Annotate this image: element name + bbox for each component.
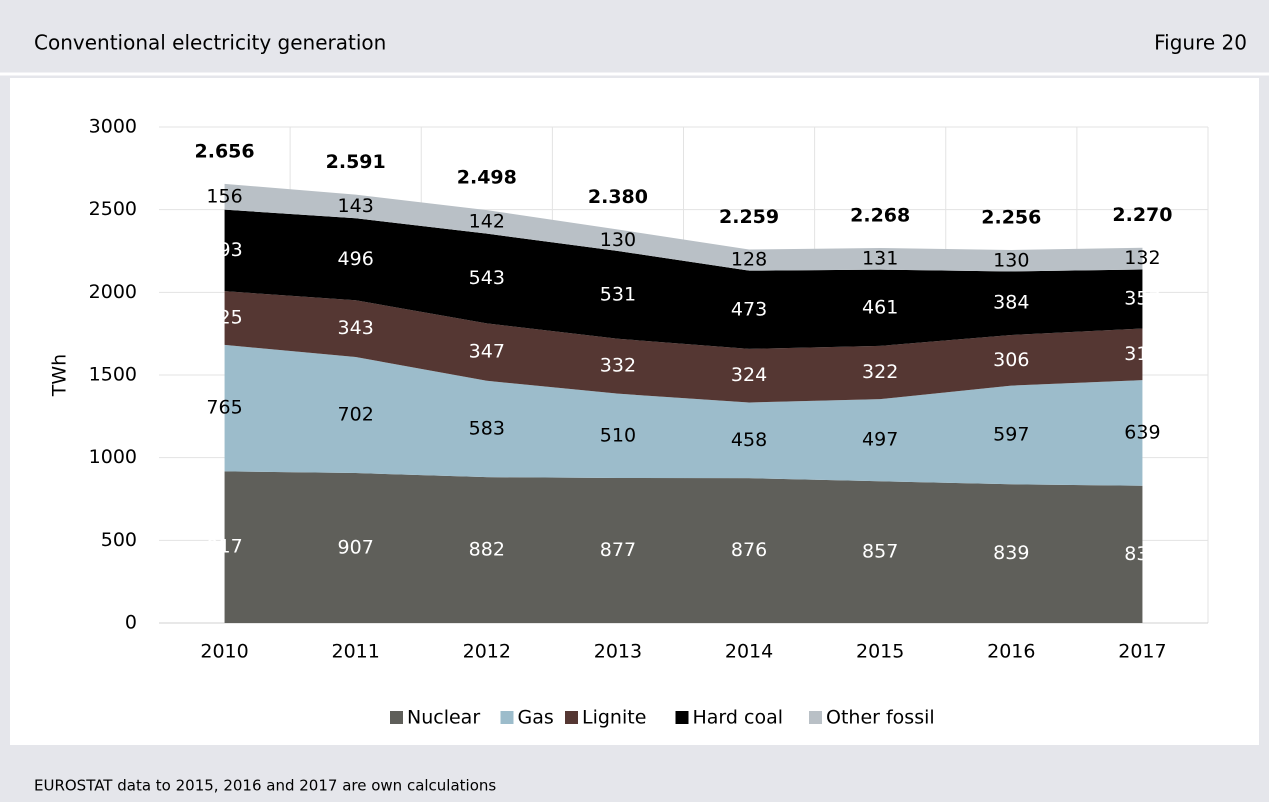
- x-tick-label: 2010: [200, 641, 248, 663]
- data-label: 510: [600, 424, 636, 446]
- y-tick-label: 0: [125, 612, 137, 634]
- legend-swatch: [675, 711, 689, 724]
- data-label: 357: [1124, 288, 1160, 310]
- y-axis-label: TWh: [49, 354, 71, 397]
- data-label: 830: [1124, 543, 1160, 565]
- data-label: 877: [600, 539, 636, 561]
- data-label: 332: [600, 355, 636, 377]
- data-label: 543: [469, 267, 505, 289]
- x-tick-label: 2012: [463, 641, 511, 663]
- data-label: 583: [469, 417, 505, 439]
- data-label: 156: [206, 185, 242, 207]
- data-label: 702: [338, 404, 374, 426]
- total-label: 2.270: [1112, 204, 1172, 226]
- data-label: 839: [993, 542, 1029, 564]
- x-tick-label: 2014: [725, 641, 773, 663]
- legend-label: Gas: [518, 707, 554, 729]
- legend-label: Other fossil: [826, 707, 935, 729]
- y-tick-label: 3000: [89, 116, 137, 138]
- area: [224, 183, 1143, 272]
- data-label: 322: [862, 361, 898, 383]
- total-label: 2.656: [195, 140, 255, 162]
- y-tick-label: 2000: [89, 281, 137, 303]
- data-label: 639: [1124, 421, 1160, 443]
- area: [224, 209, 1143, 349]
- data-label: 306: [993, 349, 1029, 371]
- x-tick-label: 2013: [594, 641, 642, 663]
- data-label: 493: [206, 239, 242, 261]
- data-label: 857: [862, 541, 898, 563]
- data-label: 917: [206, 536, 242, 558]
- data-label: 531: [600, 283, 636, 305]
- area: [224, 471, 1143, 623]
- data-label: 384: [993, 292, 1029, 314]
- data-label: 130: [600, 229, 636, 251]
- y-tick-label: 1500: [89, 364, 137, 386]
- figure-label: Figure 20: [1154, 31, 1247, 55]
- chart-title: Conventional electricity generation: [34, 31, 386, 55]
- data-label: 143: [338, 195, 374, 217]
- legend-swatch: [565, 711, 578, 724]
- data-label: 876: [731, 539, 767, 561]
- data-label: 131: [862, 247, 898, 269]
- x-tick-label: 2011: [332, 641, 380, 663]
- total-label: 2.256: [981, 207, 1041, 229]
- data-label: 907: [338, 537, 374, 559]
- area: [224, 291, 1143, 403]
- data-label: 496: [338, 248, 374, 270]
- data-label: 458: [731, 429, 767, 451]
- data-label: 343: [338, 317, 374, 339]
- x-tick-label: 2016: [987, 641, 1035, 663]
- data-label: 347: [469, 341, 505, 363]
- data-label: 324: [731, 364, 767, 386]
- data-label: 473: [731, 298, 767, 320]
- y-tick-label: 2500: [89, 198, 137, 220]
- area: [224, 344, 1143, 486]
- legend-label: Hard coal: [693, 707, 784, 729]
- data-label: 597: [993, 423, 1029, 445]
- data-label: 497: [862, 429, 898, 451]
- data-label: 130: [993, 249, 1029, 271]
- total-label: 2.380: [588, 186, 648, 208]
- data-label: 325: [206, 307, 242, 329]
- data-label: 132: [1124, 247, 1160, 269]
- footnote: EUROSTAT data to 2015, 2016 and 2017 are…: [34, 777, 496, 795]
- x-tick-label: 2015: [856, 641, 904, 663]
- data-label: 882: [469, 539, 505, 561]
- data-label: 765: [206, 397, 242, 419]
- total-label: 2.498: [457, 166, 517, 188]
- total-label: 2.591: [326, 151, 386, 173]
- legend-swatch: [390, 711, 403, 724]
- x-tick-label: 2017: [1118, 641, 1166, 663]
- y-tick-label: 1000: [89, 446, 137, 468]
- data-label: 128: [731, 249, 767, 271]
- legend-label: Lignite: [582, 707, 646, 729]
- data-label: 142: [469, 210, 505, 232]
- legend-swatch: [809, 711, 822, 724]
- y-tick-label: 500: [101, 529, 137, 551]
- legend-swatch: [500, 711, 514, 724]
- data-label: 312: [1124, 343, 1160, 365]
- data-label: 461: [862, 296, 898, 318]
- legend-label: Nuclear: [407, 707, 480, 729]
- total-label: 2.268: [850, 205, 910, 227]
- total-label: 2.259: [719, 206, 779, 228]
